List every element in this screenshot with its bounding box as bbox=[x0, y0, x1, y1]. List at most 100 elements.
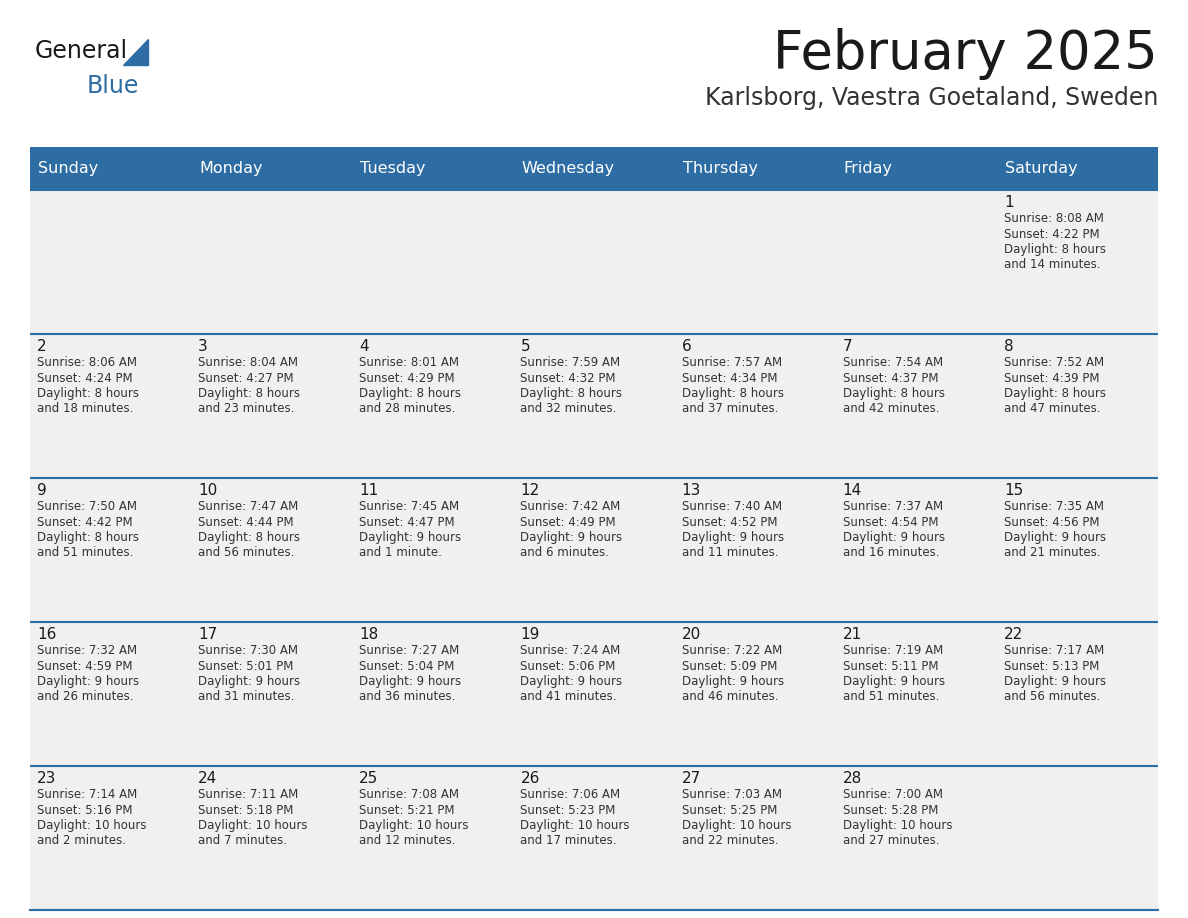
Bar bbox=[513, 190, 675, 334]
Bar bbox=[353, 148, 513, 190]
Text: Friday: Friday bbox=[843, 162, 892, 176]
Text: and 26 minutes.: and 26 minutes. bbox=[37, 690, 133, 703]
Text: Sunrise: 7:52 AM: Sunrise: 7:52 AM bbox=[1004, 356, 1104, 369]
Text: Daylight: 8 hours: Daylight: 8 hours bbox=[198, 387, 301, 400]
Text: Sunset: 4:47 PM: Sunset: 4:47 PM bbox=[359, 516, 455, 529]
Text: and 42 minutes.: and 42 minutes. bbox=[842, 402, 940, 416]
Text: Sunset: 5:16 PM: Sunset: 5:16 PM bbox=[37, 803, 133, 816]
Text: Sunset: 4:49 PM: Sunset: 4:49 PM bbox=[520, 516, 617, 529]
Bar bbox=[30, 147, 1158, 150]
Text: Sunset: 5:25 PM: Sunset: 5:25 PM bbox=[682, 803, 777, 816]
Bar bbox=[835, 148, 997, 190]
Text: Sunset: 5:18 PM: Sunset: 5:18 PM bbox=[198, 803, 293, 816]
Text: Daylight: 10 hours: Daylight: 10 hours bbox=[198, 819, 308, 832]
Bar bbox=[353, 622, 513, 766]
Text: Karlsborg, Vaestra Goetaland, Sweden: Karlsborg, Vaestra Goetaland, Sweden bbox=[704, 86, 1158, 110]
Text: 22: 22 bbox=[1004, 627, 1023, 642]
Text: 15: 15 bbox=[1004, 483, 1023, 498]
Text: and 6 minutes.: and 6 minutes. bbox=[520, 546, 609, 559]
Text: Blue: Blue bbox=[87, 74, 139, 98]
Text: Daylight: 9 hours: Daylight: 9 hours bbox=[1004, 531, 1106, 544]
Text: Sunset: 4:54 PM: Sunset: 4:54 PM bbox=[842, 516, 939, 529]
Text: Sunset: 5:06 PM: Sunset: 5:06 PM bbox=[520, 659, 615, 673]
Text: 8: 8 bbox=[1004, 339, 1013, 354]
Text: General: General bbox=[34, 39, 128, 63]
Text: Sunrise: 8:01 AM: Sunrise: 8:01 AM bbox=[359, 356, 460, 369]
Text: Sunrise: 7:42 AM: Sunrise: 7:42 AM bbox=[520, 500, 620, 513]
Text: 28: 28 bbox=[842, 771, 862, 786]
Text: Sunrise: 7:11 AM: Sunrise: 7:11 AM bbox=[198, 788, 298, 801]
Text: Daylight: 9 hours: Daylight: 9 hours bbox=[37, 675, 139, 688]
Text: Daylight: 9 hours: Daylight: 9 hours bbox=[520, 531, 623, 544]
Text: Daylight: 8 hours: Daylight: 8 hours bbox=[1004, 387, 1106, 400]
Text: Sunrise: 7:00 AM: Sunrise: 7:00 AM bbox=[842, 788, 943, 801]
Text: and 1 minute.: and 1 minute. bbox=[359, 546, 442, 559]
Text: and 41 minutes.: and 41 minutes. bbox=[520, 690, 617, 703]
Bar bbox=[191, 334, 353, 478]
Bar bbox=[353, 334, 513, 478]
Text: Wednesday: Wednesday bbox=[522, 162, 614, 176]
Text: Sunset: 4:56 PM: Sunset: 4:56 PM bbox=[1004, 516, 1099, 529]
Text: Sunrise: 7:27 AM: Sunrise: 7:27 AM bbox=[359, 644, 460, 657]
Text: 1: 1 bbox=[1004, 195, 1013, 210]
Bar bbox=[191, 766, 353, 910]
Text: and 51 minutes.: and 51 minutes. bbox=[842, 690, 939, 703]
Text: Daylight: 10 hours: Daylight: 10 hours bbox=[682, 819, 791, 832]
Bar bbox=[191, 478, 353, 622]
Text: 23: 23 bbox=[37, 771, 56, 786]
Text: Sunday: Sunday bbox=[38, 162, 99, 176]
Text: and 28 minutes.: and 28 minutes. bbox=[359, 402, 456, 416]
Text: and 16 minutes.: and 16 minutes. bbox=[842, 546, 940, 559]
Bar bbox=[835, 478, 997, 622]
Text: Sunrise: 7:06 AM: Sunrise: 7:06 AM bbox=[520, 788, 620, 801]
Text: Daylight: 9 hours: Daylight: 9 hours bbox=[842, 531, 944, 544]
Text: and 47 minutes.: and 47 minutes. bbox=[1004, 402, 1100, 416]
Text: 5: 5 bbox=[520, 339, 530, 354]
Text: Sunset: 4:39 PM: Sunset: 4:39 PM bbox=[1004, 372, 1099, 385]
Text: and 56 minutes.: and 56 minutes. bbox=[198, 546, 295, 559]
Text: Sunset: 5:04 PM: Sunset: 5:04 PM bbox=[359, 659, 455, 673]
Bar bbox=[191, 622, 353, 766]
Bar bbox=[30, 622, 191, 766]
Text: Monday: Monday bbox=[200, 162, 263, 176]
Text: and 7 minutes.: and 7 minutes. bbox=[198, 834, 287, 847]
Text: Sunset: 5:21 PM: Sunset: 5:21 PM bbox=[359, 803, 455, 816]
Text: Sunrise: 7:45 AM: Sunrise: 7:45 AM bbox=[359, 500, 460, 513]
Text: Daylight: 8 hours: Daylight: 8 hours bbox=[520, 387, 623, 400]
Bar bbox=[513, 766, 675, 910]
Bar bbox=[30, 148, 191, 190]
Bar bbox=[675, 766, 835, 910]
Text: Sunset: 4:42 PM: Sunset: 4:42 PM bbox=[37, 516, 133, 529]
Text: and 46 minutes.: and 46 minutes. bbox=[682, 690, 778, 703]
Text: and 32 minutes.: and 32 minutes. bbox=[520, 402, 617, 416]
Text: Sunset: 5:13 PM: Sunset: 5:13 PM bbox=[1004, 659, 1099, 673]
Text: Sunrise: 7:37 AM: Sunrise: 7:37 AM bbox=[842, 500, 943, 513]
Text: and 23 minutes.: and 23 minutes. bbox=[198, 402, 295, 416]
Text: Sunset: 4:52 PM: Sunset: 4:52 PM bbox=[682, 516, 777, 529]
Bar bbox=[835, 766, 997, 910]
Text: 27: 27 bbox=[682, 771, 701, 786]
Text: Sunset: 5:01 PM: Sunset: 5:01 PM bbox=[198, 659, 293, 673]
Text: Daylight: 8 hours: Daylight: 8 hours bbox=[37, 387, 139, 400]
Bar bbox=[191, 190, 353, 334]
Text: 6: 6 bbox=[682, 339, 691, 354]
Text: Sunset: 5:11 PM: Sunset: 5:11 PM bbox=[842, 659, 939, 673]
Bar bbox=[675, 148, 835, 190]
Text: Daylight: 9 hours: Daylight: 9 hours bbox=[520, 675, 623, 688]
Bar bbox=[353, 190, 513, 334]
Bar bbox=[997, 334, 1158, 478]
Bar bbox=[353, 478, 513, 622]
Bar bbox=[835, 334, 997, 478]
Text: and 18 minutes.: and 18 minutes. bbox=[37, 402, 133, 416]
Text: Sunrise: 7:24 AM: Sunrise: 7:24 AM bbox=[520, 644, 620, 657]
Text: Sunset: 4:22 PM: Sunset: 4:22 PM bbox=[1004, 228, 1099, 241]
Bar bbox=[513, 334, 675, 478]
Text: Sunrise: 7:08 AM: Sunrise: 7:08 AM bbox=[359, 788, 460, 801]
Text: Daylight: 8 hours: Daylight: 8 hours bbox=[842, 387, 944, 400]
Bar bbox=[30, 190, 191, 334]
Text: Daylight: 8 hours: Daylight: 8 hours bbox=[1004, 243, 1106, 256]
Text: 16: 16 bbox=[37, 627, 56, 642]
Text: and 22 minutes.: and 22 minutes. bbox=[682, 834, 778, 847]
Text: Sunset: 4:32 PM: Sunset: 4:32 PM bbox=[520, 372, 615, 385]
Text: 9: 9 bbox=[37, 483, 46, 498]
